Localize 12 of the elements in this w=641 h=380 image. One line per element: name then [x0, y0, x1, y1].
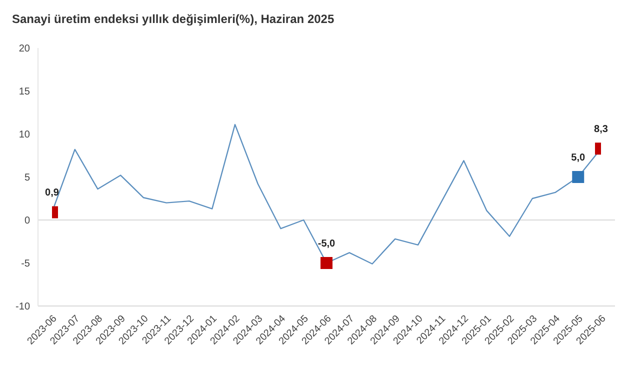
- data-label: 8,3: [594, 124, 608, 136]
- chart-title: Sanayi üretim endeksi yıllık değişimleri(%), Haziran 2025: [11, 11, 336, 26]
- y-tick-label: 5: [24, 172, 30, 184]
- y-tick-label: -5: [21, 258, 30, 270]
- data-label: -5,0: [318, 238, 336, 250]
- data-label: 0,9: [45, 188, 60, 199]
- y-tick-label: 20: [18, 44, 30, 55]
- y-tick-label: 0: [24, 216, 30, 227]
- y-tick-label: 10: [18, 130, 30, 141]
- y-tick-label: -10: [16, 302, 30, 313]
- y-tick-label: 15: [18, 86, 30, 98]
- data-label: 5,0: [571, 152, 586, 164]
